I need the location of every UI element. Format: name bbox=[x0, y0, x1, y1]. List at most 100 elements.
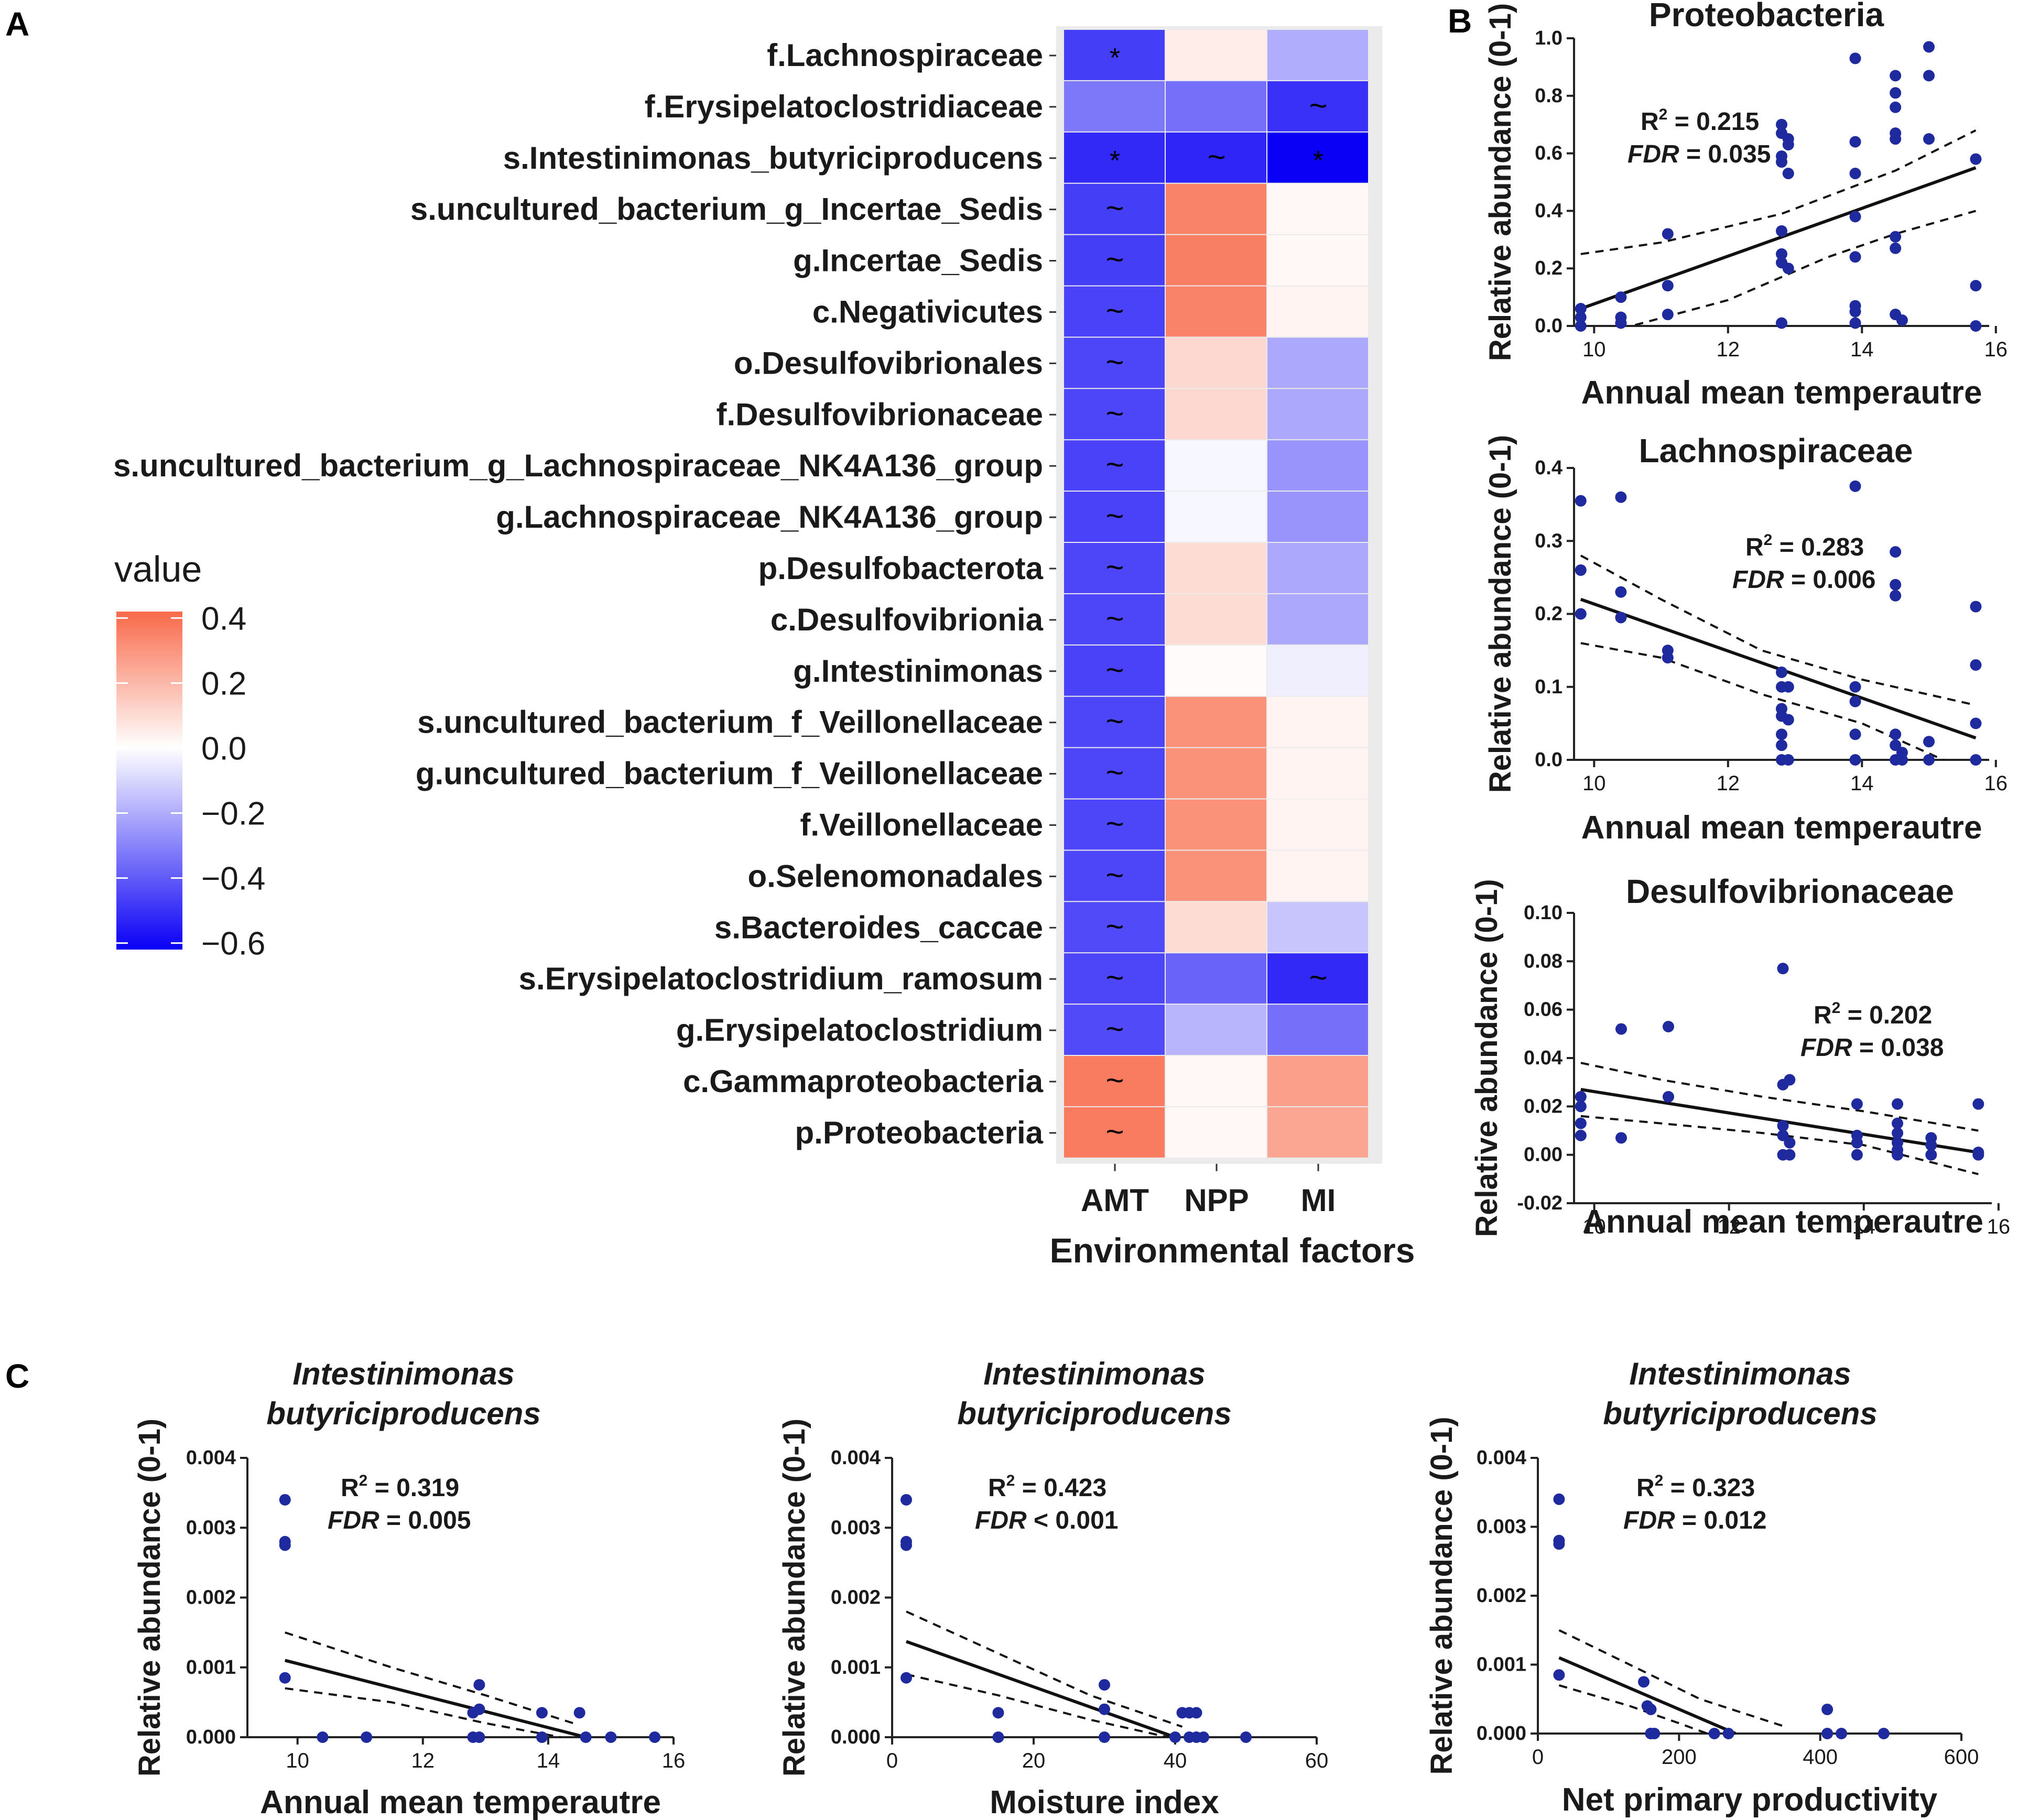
y-tick-label: 0.003 bbox=[186, 1517, 236, 1539]
y-axis-title: Relative abundance (0-1) bbox=[1470, 879, 1504, 1237]
fdr-value: = 0.005 bbox=[379, 1507, 471, 1534]
x-axis-title: Annual mean temperautre bbox=[1582, 1204, 1983, 1240]
data-point bbox=[1892, 1149, 1904, 1161]
r-squared-symbol: R bbox=[1641, 108, 1659, 136]
data-point bbox=[1708, 1728, 1720, 1739]
data-point bbox=[1190, 1707, 1202, 1719]
heatmap-cell bbox=[1166, 235, 1266, 286]
x-tick-label: 14 bbox=[1852, 1215, 1876, 1238]
y-tick-label: 0.6 bbox=[1535, 143, 1563, 165]
data-point bbox=[1776, 317, 1787, 329]
x-tick-label: 12 bbox=[1717, 338, 1740, 361]
confidence-band-upper bbox=[285, 1631, 574, 1725]
significance-mark: ~ bbox=[1105, 755, 1124, 790]
heatmap-cell bbox=[1166, 594, 1266, 645]
x-tick-label: 0 bbox=[886, 1749, 898, 1772]
data-point bbox=[1240, 1731, 1252, 1743]
row-label: f.Erysipelatoclostridiaceae bbox=[645, 89, 1043, 124]
significance-mark: * bbox=[1313, 146, 1323, 176]
row-label: f.Desulfovibrionaceae bbox=[716, 397, 1043, 432]
y-tick-label: 0.1 bbox=[1535, 676, 1563, 698]
legend-tick-label: −0.6 bbox=[201, 926, 265, 962]
data-point bbox=[992, 1731, 1004, 1743]
data-point bbox=[1970, 754, 1982, 766]
legend-tick-label: 0.2 bbox=[201, 666, 246, 702]
y-tick-label: 0.004 bbox=[831, 1447, 881, 1469]
data-point bbox=[1784, 1137, 1796, 1149]
data-point bbox=[1099, 1679, 1110, 1691]
r-squared-superscript: 2 bbox=[1006, 1472, 1015, 1489]
r-squared-symbol: R bbox=[341, 1474, 359, 1502]
heatmap-cell bbox=[1064, 1056, 1165, 1106]
r-squared-label: R2 = 0.323 bbox=[1636, 1472, 1755, 1502]
r-squared-superscript: 2 bbox=[1832, 999, 1841, 1017]
data-point bbox=[1776, 728, 1787, 740]
data-point bbox=[1890, 70, 1902, 82]
y-tick-label: -0.02 bbox=[1517, 1192, 1563, 1214]
x-axis-title: Annual mean temperautre bbox=[260, 1784, 661, 1820]
data-point bbox=[1890, 242, 1902, 254]
significance-mark: ~ bbox=[1207, 139, 1225, 175]
data-point bbox=[1923, 754, 1935, 766]
data-point bbox=[1777, 963, 1789, 975]
heatmap-cell bbox=[1064, 183, 1165, 234]
plot-title: Desulfovibrionaceae bbox=[1626, 873, 1954, 910]
x-tick-label: 16 bbox=[662, 1749, 686, 1772]
significance-mark: ~ bbox=[1105, 601, 1124, 636]
data-point bbox=[1923, 70, 1935, 82]
x-tick-label: 14 bbox=[537, 1749, 560, 1772]
confidence-band-lower bbox=[906, 1673, 1168, 1737]
data-point bbox=[536, 1731, 548, 1743]
y-tick-label: 0.2 bbox=[1535, 603, 1563, 625]
heatmap-cell bbox=[1166, 1107, 1266, 1158]
y-tick-label: 0.2 bbox=[1535, 257, 1563, 279]
heatmap-cell bbox=[1166, 696, 1266, 747]
heatmap-cell bbox=[1267, 543, 1368, 593]
data-point bbox=[1553, 1493, 1565, 1505]
fdr-label: FDR = 0.006 bbox=[1732, 566, 1875, 594]
data-point bbox=[1970, 717, 1982, 729]
confidence-band-upper bbox=[906, 1610, 1183, 1728]
heatmap-cell bbox=[1064, 235, 1165, 286]
y-tick-label: 0.06 bbox=[1524, 999, 1563, 1021]
row-label: p.Proteobacteria bbox=[795, 1115, 1044, 1150]
r-squared-label: R2 = 0.423 bbox=[988, 1472, 1106, 1502]
significance-mark: ~ bbox=[1105, 652, 1124, 688]
y-tick-label: 0.004 bbox=[186, 1447, 236, 1469]
plot-title-line1: Intestinimonas bbox=[983, 1356, 1205, 1391]
data-point bbox=[1662, 1020, 1674, 1032]
significance-mark: ~ bbox=[1105, 806, 1124, 841]
confidence-band-lower bbox=[1558, 1684, 1708, 1734]
significance-mark: ~ bbox=[1309, 960, 1327, 995]
fdr-value: = 0.038 bbox=[1852, 1034, 1944, 1062]
confidence-band-lower bbox=[285, 1687, 561, 1737]
data-point bbox=[900, 1539, 912, 1551]
heatmap-cell bbox=[1267, 30, 1368, 80]
data-point bbox=[279, 1672, 291, 1684]
plot-title-line1: Intestinimonas bbox=[1629, 1356, 1851, 1391]
legend-bar bbox=[116, 612, 182, 950]
data-point bbox=[1575, 608, 1587, 620]
significance-mark: * bbox=[1110, 43, 1120, 73]
plot-title-line1: Intestinimonas bbox=[292, 1356, 514, 1391]
y-tick-label: 0.001 bbox=[186, 1656, 236, 1679]
fdr-symbol: FDR bbox=[1732, 566, 1784, 594]
regression-line bbox=[1580, 1088, 1979, 1154]
heatmap-cell bbox=[1166, 286, 1266, 337]
fdr-value: < 0.001 bbox=[1027, 1507, 1119, 1534]
data-point bbox=[1890, 579, 1902, 591]
significance-mark: ~ bbox=[1105, 1063, 1124, 1098]
data-point bbox=[1849, 480, 1861, 492]
heatmap-cell bbox=[1064, 132, 1165, 183]
r-squared-superscript: 2 bbox=[1655, 1472, 1664, 1489]
panel-label-a: A bbox=[5, 5, 29, 43]
significance-mark: ~ bbox=[1105, 1114, 1124, 1149]
x-axis-title: Annual mean temperautre bbox=[1581, 810, 1982, 846]
heatmap-cell bbox=[1267, 1056, 1368, 1106]
heatmap-cell bbox=[1267, 851, 1368, 901]
data-point bbox=[1776, 118, 1787, 130]
row-label: g.uncultured_bacterium_f_Veillonellaceae bbox=[416, 756, 1043, 791]
r-squared-value: = 0.423 bbox=[1015, 1474, 1106, 1502]
data-point bbox=[1575, 1129, 1587, 1141]
y-tick-label: 0.0 bbox=[1535, 749, 1563, 771]
